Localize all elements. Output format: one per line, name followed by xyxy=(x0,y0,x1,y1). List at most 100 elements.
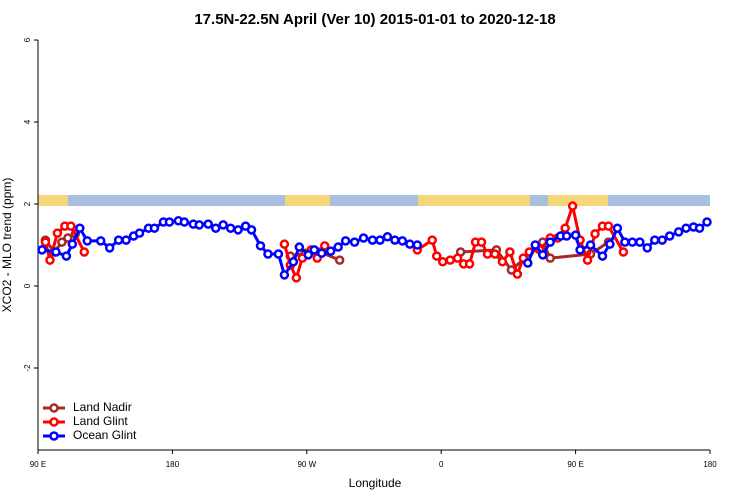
point xyxy=(605,239,615,249)
point xyxy=(575,245,585,255)
point xyxy=(560,223,570,233)
point xyxy=(279,270,290,280)
map-strip xyxy=(38,195,710,206)
point xyxy=(390,235,400,245)
point xyxy=(334,255,345,265)
point xyxy=(263,249,273,259)
point xyxy=(309,245,320,255)
point xyxy=(497,257,508,267)
point xyxy=(63,233,73,243)
point xyxy=(349,237,360,247)
point xyxy=(452,253,463,263)
point xyxy=(121,235,131,245)
legend-label: Land Nadir xyxy=(73,400,132,414)
point xyxy=(279,239,290,249)
point xyxy=(67,239,78,249)
point xyxy=(561,231,572,241)
point xyxy=(79,247,90,257)
point xyxy=(325,246,336,256)
point xyxy=(590,229,600,239)
point xyxy=(294,242,305,252)
point xyxy=(149,223,160,233)
point xyxy=(82,236,93,246)
point xyxy=(664,231,675,241)
point xyxy=(104,243,115,253)
point xyxy=(612,223,623,233)
point xyxy=(627,237,638,247)
point xyxy=(694,223,705,233)
point xyxy=(303,250,314,260)
x-tick-label: 180 xyxy=(703,460,717,469)
point xyxy=(512,269,523,279)
point xyxy=(255,241,266,251)
x-tick-label: 0 xyxy=(439,460,444,469)
point xyxy=(482,249,493,259)
point xyxy=(412,240,423,250)
legend-label: Land Glint xyxy=(73,414,128,428)
legend-marker xyxy=(49,417,59,427)
point xyxy=(635,237,645,247)
point xyxy=(649,235,660,245)
point xyxy=(288,257,299,267)
point xyxy=(405,239,415,249)
point xyxy=(537,250,548,260)
point xyxy=(681,223,691,233)
x-tick-label: 90 E xyxy=(30,460,46,469)
chart-title: 17.5N-22.5N April (Ver 10) 2015-01-01 to… xyxy=(194,11,555,28)
point xyxy=(52,228,63,238)
point xyxy=(702,217,712,227)
y-tick-label: 2 xyxy=(23,201,32,206)
point xyxy=(51,247,61,257)
legend-marker xyxy=(49,403,59,413)
point xyxy=(95,236,106,246)
point xyxy=(367,235,378,245)
point xyxy=(570,230,581,240)
point xyxy=(620,237,630,247)
point xyxy=(40,237,51,247)
point xyxy=(61,251,72,261)
y-axis-label: XCO2 - MLO trend (ppm) xyxy=(0,178,14,313)
point xyxy=(673,227,684,237)
point xyxy=(66,221,76,231)
point xyxy=(37,245,47,255)
legend-marker xyxy=(49,431,59,441)
point xyxy=(225,223,236,233)
point xyxy=(164,217,175,227)
x-tick-label: 90 E xyxy=(567,460,583,469)
point xyxy=(431,251,442,261)
point xyxy=(530,240,541,250)
point xyxy=(273,249,284,259)
y-tick-label: 4 xyxy=(23,119,32,124)
point xyxy=(642,243,653,253)
point xyxy=(582,255,593,265)
point xyxy=(358,233,369,243)
point xyxy=(203,219,213,229)
point xyxy=(585,240,596,250)
y-tick-label: -2 xyxy=(23,364,32,372)
point xyxy=(490,249,500,259)
point xyxy=(597,251,608,261)
point xyxy=(567,201,578,211)
point xyxy=(545,253,555,263)
point xyxy=(545,237,555,247)
x-axis-label: Longitude xyxy=(349,476,402,490)
point xyxy=(113,235,124,245)
point xyxy=(316,248,327,258)
point xyxy=(57,237,67,247)
x-tick-label: 90 W xyxy=(297,460,316,469)
point xyxy=(464,259,475,269)
point xyxy=(523,258,533,268)
legend-label: Ocean Glint xyxy=(73,428,137,442)
point xyxy=(618,247,629,257)
point xyxy=(218,220,228,230)
x-tick-label: 180 xyxy=(166,460,180,469)
point xyxy=(291,273,302,283)
point xyxy=(134,228,145,238)
point xyxy=(445,255,455,265)
point xyxy=(505,247,515,257)
point xyxy=(194,220,205,230)
point xyxy=(397,236,408,246)
point xyxy=(233,225,243,235)
point xyxy=(375,235,385,245)
